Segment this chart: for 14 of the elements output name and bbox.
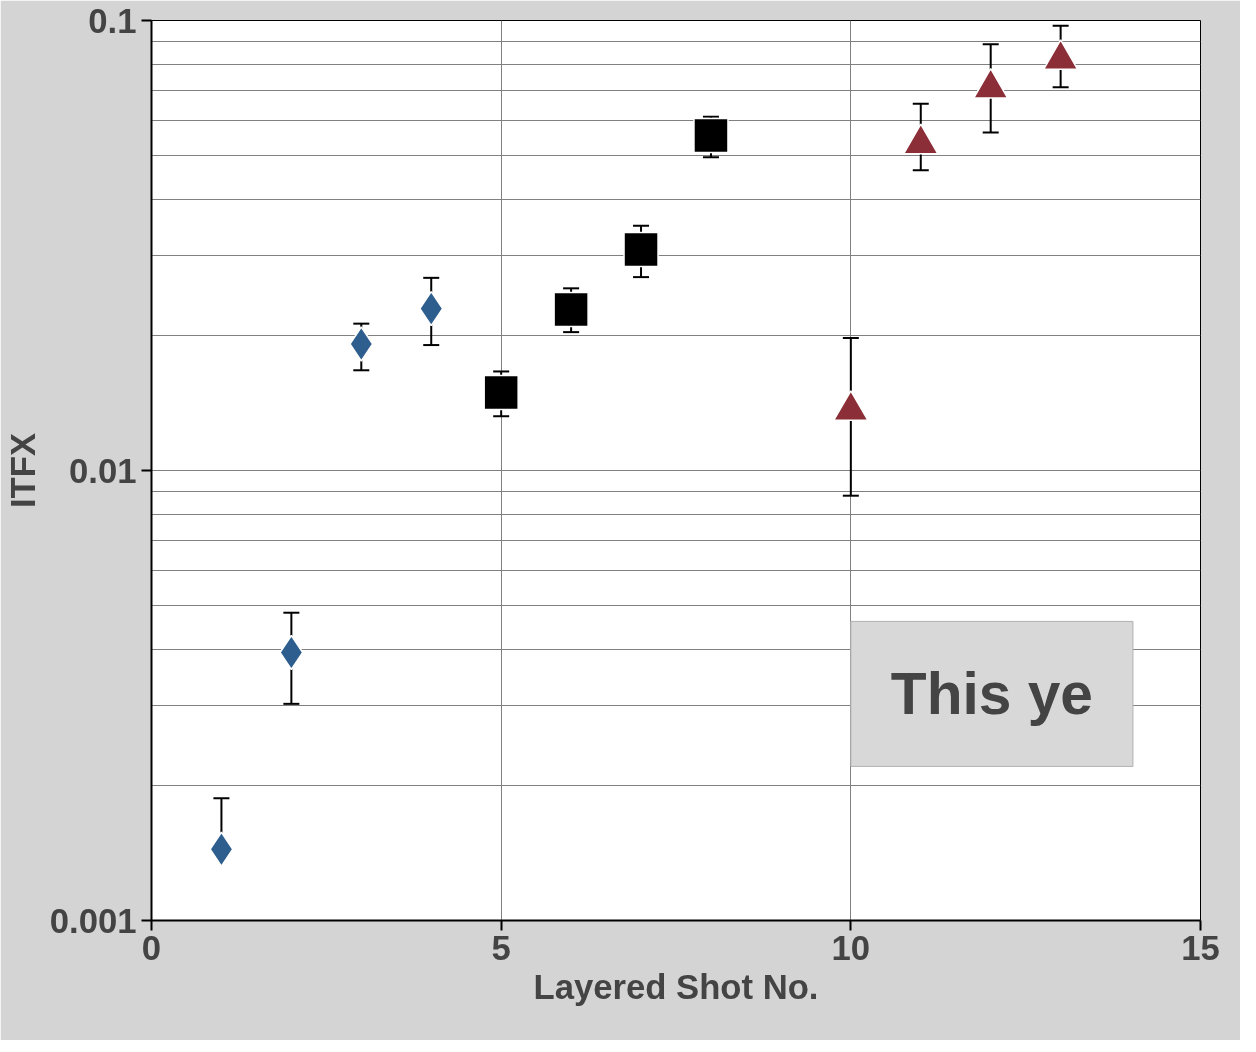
x-tick-label: 15 [1181, 928, 1220, 967]
x-tick-label: 5 [491, 928, 511, 967]
point [623, 231, 659, 268]
x-tick-label: 10 [831, 928, 871, 967]
annotation: This ye [890, 661, 1093, 727]
y-tick-label: 0.01 [69, 451, 137, 490]
y-tick-label: 0.001 [49, 901, 137, 940]
y-axis-title: ITFX [3, 432, 42, 509]
x-axis-title: Layered Shot No. [533, 967, 819, 1006]
point [483, 374, 519, 411]
point [553, 291, 589, 328]
y-tick-label: 0.1 [88, 1, 137, 40]
point [693, 117, 729, 154]
x-tick-label: 0 [141, 928, 162, 967]
